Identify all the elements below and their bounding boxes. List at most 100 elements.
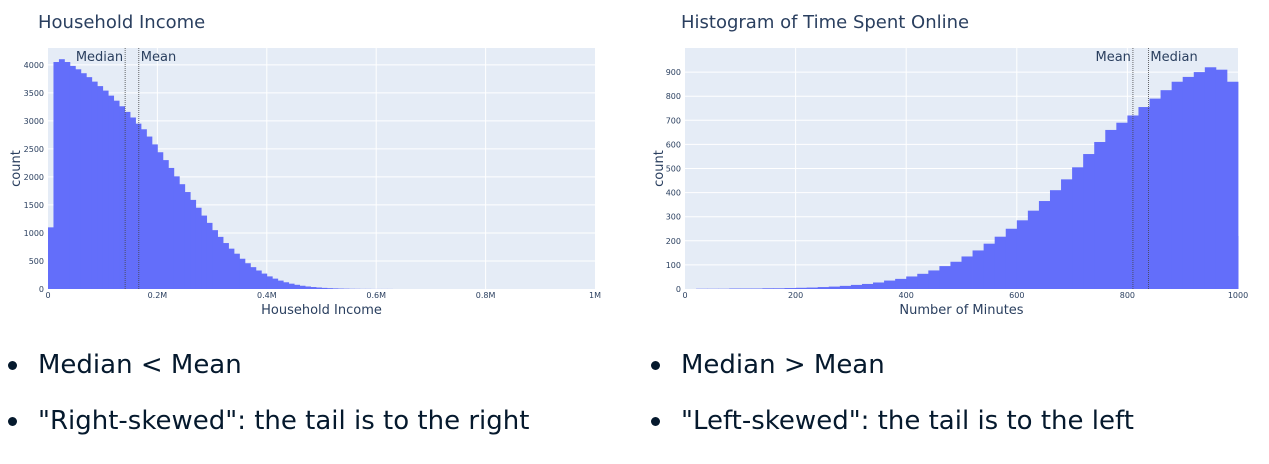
histogram-bar xyxy=(255,270,262,289)
y-tick-label: 600 xyxy=(666,140,681,149)
y-tick-label: 500 xyxy=(666,165,681,174)
histogram-bar xyxy=(950,261,962,289)
histogram-bar xyxy=(773,288,785,289)
reference-line-label: Mean xyxy=(141,50,176,65)
histogram-bar xyxy=(179,184,186,289)
histogram-bar xyxy=(201,215,208,289)
bullet-text: Median < Mean xyxy=(38,350,242,380)
reference-line-label: Median xyxy=(1150,50,1197,65)
histogram-bar xyxy=(261,273,268,289)
y-tick-label: 1000 xyxy=(24,229,44,238)
histogram-bar xyxy=(1149,98,1161,289)
histogram-bar xyxy=(294,284,301,289)
histogram-bar xyxy=(168,167,175,289)
x-tick-label: 800 xyxy=(1120,291,1135,300)
x-tick-label: 1000 xyxy=(1228,291,1248,300)
histogram-bar xyxy=(1215,69,1228,289)
x-tick-label: 0 xyxy=(682,291,687,300)
bullet-item: Median < Mean xyxy=(0,342,529,398)
left-chart-title: Household Income xyxy=(38,12,206,33)
histogram-bar xyxy=(784,288,796,289)
histogram-bar xyxy=(195,207,202,289)
histogram-bar xyxy=(266,276,273,289)
histogram-bar xyxy=(321,287,328,289)
histogram-bar xyxy=(917,273,929,289)
y-tick-label: 0 xyxy=(676,285,681,294)
histogram-bar xyxy=(332,288,339,289)
bullet-dot-icon xyxy=(8,417,17,426)
histogram-bar xyxy=(233,253,240,289)
histogram-bar xyxy=(795,287,808,289)
histogram-bar xyxy=(828,286,841,289)
histogram-bar xyxy=(310,287,317,289)
histogram-bar xyxy=(162,160,169,289)
histogram-bar xyxy=(48,227,54,289)
histogram-bar xyxy=(53,62,60,289)
histogram-bar xyxy=(146,136,153,289)
y-tick-label: 500 xyxy=(29,257,44,266)
bullet-dot-icon xyxy=(651,361,660,370)
histogram-bar xyxy=(850,284,863,289)
x-tick-label: 400 xyxy=(899,291,914,300)
histogram-bar xyxy=(217,236,224,289)
y-tick-label: 2000 xyxy=(24,173,44,182)
histogram-bar xyxy=(839,285,852,289)
histogram-bar xyxy=(80,73,87,289)
histogram-bar xyxy=(1138,107,1150,289)
x-tick-label: 200 xyxy=(788,291,803,300)
right-bullet-list: Median > Mean "Left-skewed": the tail is… xyxy=(643,342,1134,454)
x-tick-label: 1M xyxy=(589,291,601,300)
histogram-bar xyxy=(108,95,115,290)
y-axis-label: count xyxy=(9,150,24,187)
right-chart-title: Histogram of Time Spent Online xyxy=(681,12,970,33)
histogram-bar xyxy=(244,263,251,289)
histogram-bar xyxy=(939,266,951,289)
histogram-bar xyxy=(873,282,885,289)
histogram-bar xyxy=(1061,179,1073,289)
histogram-bar xyxy=(928,270,940,289)
bullet-text: "Right-skewed": the tail is to the right xyxy=(38,406,530,436)
histogram-bar xyxy=(91,81,98,290)
histogram-bar xyxy=(1072,167,1084,289)
y-tick-label: 900 xyxy=(666,68,681,77)
histogram-bar xyxy=(1038,201,1051,289)
histogram-bar xyxy=(69,65,76,290)
y-tick-label: 200 xyxy=(666,237,681,246)
histogram-bar xyxy=(1094,141,1106,289)
left-chart-panel: Household Income 0 500 1000 1500 2000 2500 300… xyxy=(0,0,620,464)
y-tick-label: 800 xyxy=(666,92,681,101)
histogram-bar xyxy=(288,283,295,289)
histogram-bar xyxy=(64,62,71,289)
bullet-item: "Left-skewed": the tail is to the left xyxy=(643,398,1134,454)
histogram-bar xyxy=(1049,190,1062,289)
histogram-bar xyxy=(806,287,819,289)
histogram-bar xyxy=(58,59,65,289)
histogram-bar xyxy=(173,176,180,289)
x-axis-label: Household Income xyxy=(261,303,382,318)
histogram-bar xyxy=(119,106,125,290)
y-tick-label: 2500 xyxy=(24,145,44,154)
y-tick-label: 4000 xyxy=(24,61,44,70)
left-bullet-list: Median < Mean "Right-skewed": the tail i… xyxy=(0,342,529,454)
y-tick-label: 3000 xyxy=(24,117,44,126)
reference-line-label: Median xyxy=(76,50,123,65)
bullet-text: "Left-skewed": the tail is to the left xyxy=(681,406,1134,436)
bullet-item: Median > Mean xyxy=(643,342,1134,398)
histogram-bar xyxy=(1027,210,1040,289)
histogram-bar xyxy=(961,256,973,289)
y-tick-label: 400 xyxy=(666,189,681,198)
y-axis-label: count xyxy=(652,150,667,187)
histogram-bar xyxy=(1226,81,1239,290)
histogram-bar xyxy=(1083,154,1095,289)
histogram-bar xyxy=(228,248,235,289)
histogram-bar xyxy=(223,243,229,289)
histogram-bar xyxy=(1105,129,1117,289)
x-tick-label: 0.4M xyxy=(257,291,277,300)
histogram-bar xyxy=(113,100,120,290)
y-tick-label: 700 xyxy=(666,116,681,125)
histogram-bar xyxy=(140,129,147,289)
histogram-bar xyxy=(861,283,874,289)
histogram-bar xyxy=(212,230,218,289)
histogram-bar xyxy=(86,77,93,289)
histogram-bar xyxy=(1160,90,1173,289)
